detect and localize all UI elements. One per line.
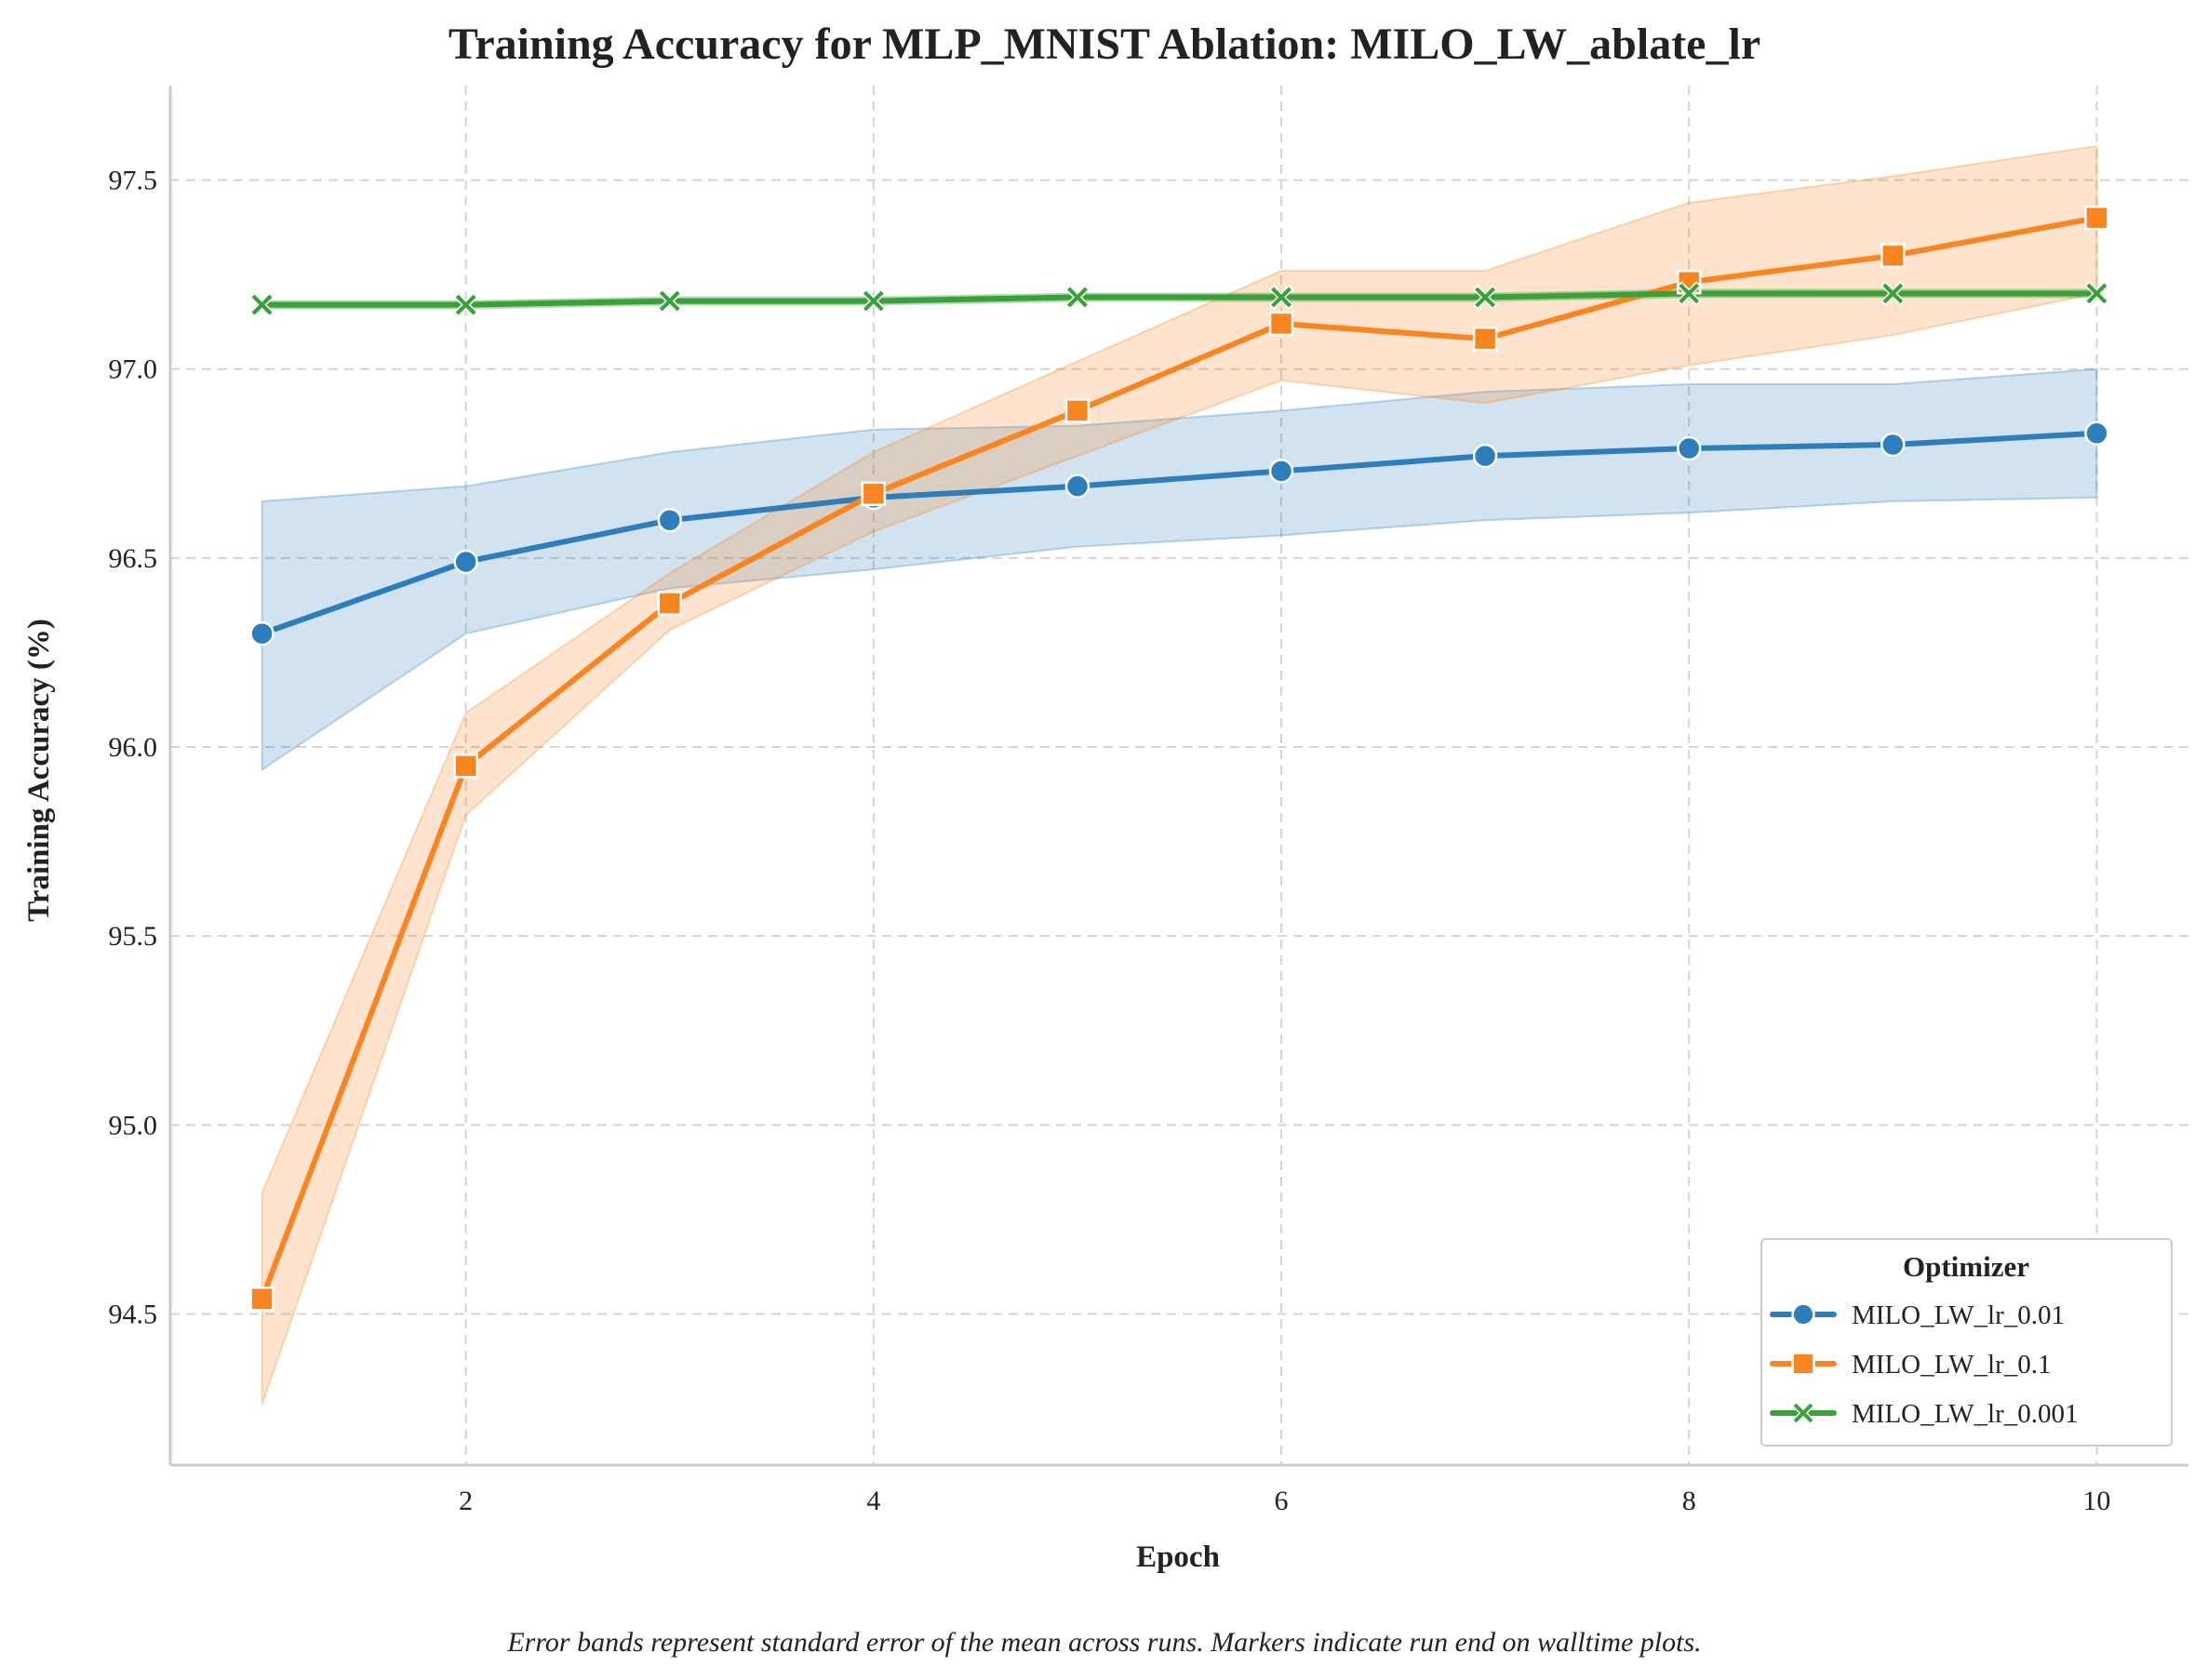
legend-marker — [1791, 1302, 1815, 1327]
x-tick-label: 4 — [866, 1486, 880, 1516]
data-point-1 — [1064, 398, 1091, 423]
legend-frame — [1760, 1238, 2173, 1447]
y-tick-label: 95.0 — [109, 1110, 158, 1140]
data-point-2 — [1064, 285, 1091, 310]
y-tick-label: 95.5 — [109, 921, 158, 952]
data-point-1 — [249, 1286, 274, 1312]
data-point-2 — [1473, 285, 1498, 310]
legend-marker — [1791, 1401, 1815, 1425]
data-point-2 — [453, 292, 478, 317]
data-point-0 — [453, 549, 478, 575]
y-tick-label: 96.0 — [109, 732, 158, 763]
data-point-1 — [2084, 205, 2109, 231]
data-point-0 — [1064, 473, 1091, 499]
y-tick-label: 96.5 — [109, 543, 158, 574]
y-tick-label: 94.5 — [109, 1299, 158, 1329]
data-point-0 — [249, 620, 274, 647]
y-tick-label: 97.5 — [109, 166, 158, 196]
legend-title: Optimizer — [1903, 1250, 2029, 1283]
data-point-1 — [1880, 243, 1906, 269]
data-point-2 — [1677, 281, 1702, 306]
legend-label: MILO_LW_lr_0.1 — [1852, 1350, 2052, 1380]
data-point-1 — [1268, 311, 1294, 337]
x-axis-label: Epoch — [1136, 1540, 1220, 1574]
y-axis-label: Training Accuracy (%) — [22, 619, 56, 922]
legend-entries: MILO_LW_lr_0.01 MILO_LW_lr_0.1 MILO_LW_lr_… — [1770, 1300, 2079, 1429]
error-band-1 — [261, 144, 2098, 1406]
chart-title: Training Accuracy for MLP_MNIST Ablation… — [448, 20, 1760, 69]
x-tick-label: 2 — [459, 1486, 473, 1516]
data-point-0 — [1472, 443, 1498, 469]
data-point-0 — [2084, 420, 2109, 447]
tick-labels: 2 4 6 8 10 94.5 95.0 95.5 96.0 96.5 97.0 97.5 — [109, 166, 2111, 1516]
x-tick-label: 10 — [2082, 1486, 2110, 1516]
error-band-0 — [261, 367, 2098, 772]
data-point-1 — [861, 481, 887, 507]
chart-caption: Error bands represent standard error of … — [506, 1627, 1701, 1658]
data-point-1 — [453, 753, 478, 779]
data-point-2 — [2084, 281, 2109, 306]
data-point-1 — [1472, 326, 1498, 352]
x-tick-label: 8 — [1682, 1486, 1696, 1516]
data-point-0 — [1676, 435, 1702, 461]
legend-marker — [1791, 1352, 1815, 1376]
error-bands — [261, 144, 2098, 1406]
legend: Optimizer MILO_LW_lr_0.01MILO_LW_lr_0.1M… — [1760, 1238, 2173, 1447]
axes — [168, 86, 2188, 1467]
data-point-2 — [861, 288, 886, 313]
series-line-0 — [259, 430, 2100, 637]
legend-label: MILO_LW_lr_0.01 — [1852, 1300, 2065, 1330]
series-line-1 — [259, 215, 2100, 1302]
legend-label: MILO_LW_lr_0.001 — [1852, 1399, 2079, 1429]
data-point-2 — [249, 292, 274, 317]
data-point-0 — [1880, 432, 1906, 458]
data-point-1 — [657, 591, 683, 616]
y-tick-label: 97.0 — [109, 354, 158, 385]
series-line-2 — [259, 290, 2100, 308]
series-markers — [249, 205, 2109, 1312]
data-point-0 — [1268, 459, 1294, 484]
data-point-2 — [1880, 281, 1906, 306]
series-lines — [259, 215, 2100, 1302]
data-point-0 — [657, 507, 683, 533]
x-tick-label: 6 — [1275, 1486, 1289, 1516]
data-point-2 — [1268, 285, 1294, 310]
data-point-2 — [657, 288, 682, 313]
